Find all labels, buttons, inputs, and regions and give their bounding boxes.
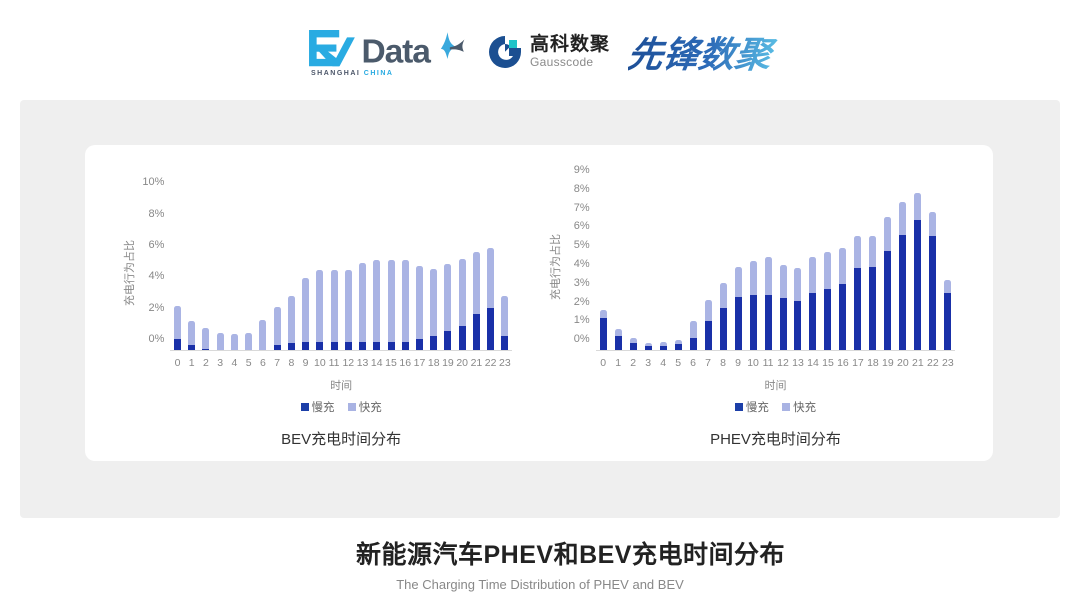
svg-text:Data: Data <box>362 33 432 68</box>
svg-text:先锋数聚: 先锋数聚 <box>628 34 779 75</box>
